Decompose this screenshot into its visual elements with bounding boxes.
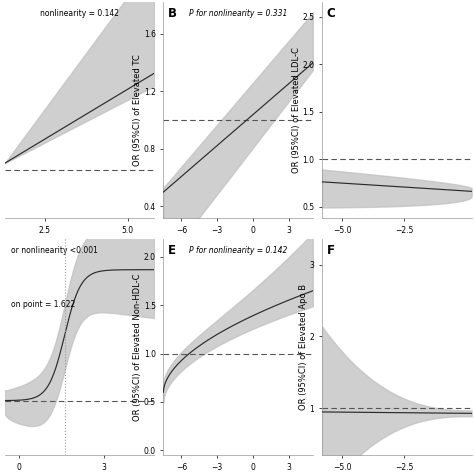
Y-axis label: OR (95%CI) of Elevated Non-HDL-C: OR (95%CI) of Elevated Non-HDL-C: [133, 273, 142, 421]
Text: B: B: [168, 7, 177, 20]
Y-axis label: OR (95%CI) of Elevated Apo B: OR (95%CI) of Elevated Apo B: [299, 284, 308, 410]
Text: or nonlinearity <0.001: or nonlinearity <0.001: [11, 246, 98, 255]
Y-axis label: OR (95%CI) of Elevated LDL-C: OR (95%CI) of Elevated LDL-C: [292, 47, 301, 173]
Text: P for nonlinearity = 0.331: P for nonlinearity = 0.331: [189, 9, 287, 18]
Text: nonlinearity = 0.142: nonlinearity = 0.142: [40, 9, 119, 18]
Text: E: E: [168, 244, 176, 257]
Y-axis label: OR (95%CI) of Elevated TC: OR (95%CI) of Elevated TC: [133, 55, 142, 166]
Text: P for nonlinearity = 0.142: P for nonlinearity = 0.142: [189, 246, 287, 255]
Text: F: F: [327, 244, 335, 257]
Text: on point = 1.622: on point = 1.622: [11, 300, 75, 309]
Text: C: C: [327, 7, 335, 20]
